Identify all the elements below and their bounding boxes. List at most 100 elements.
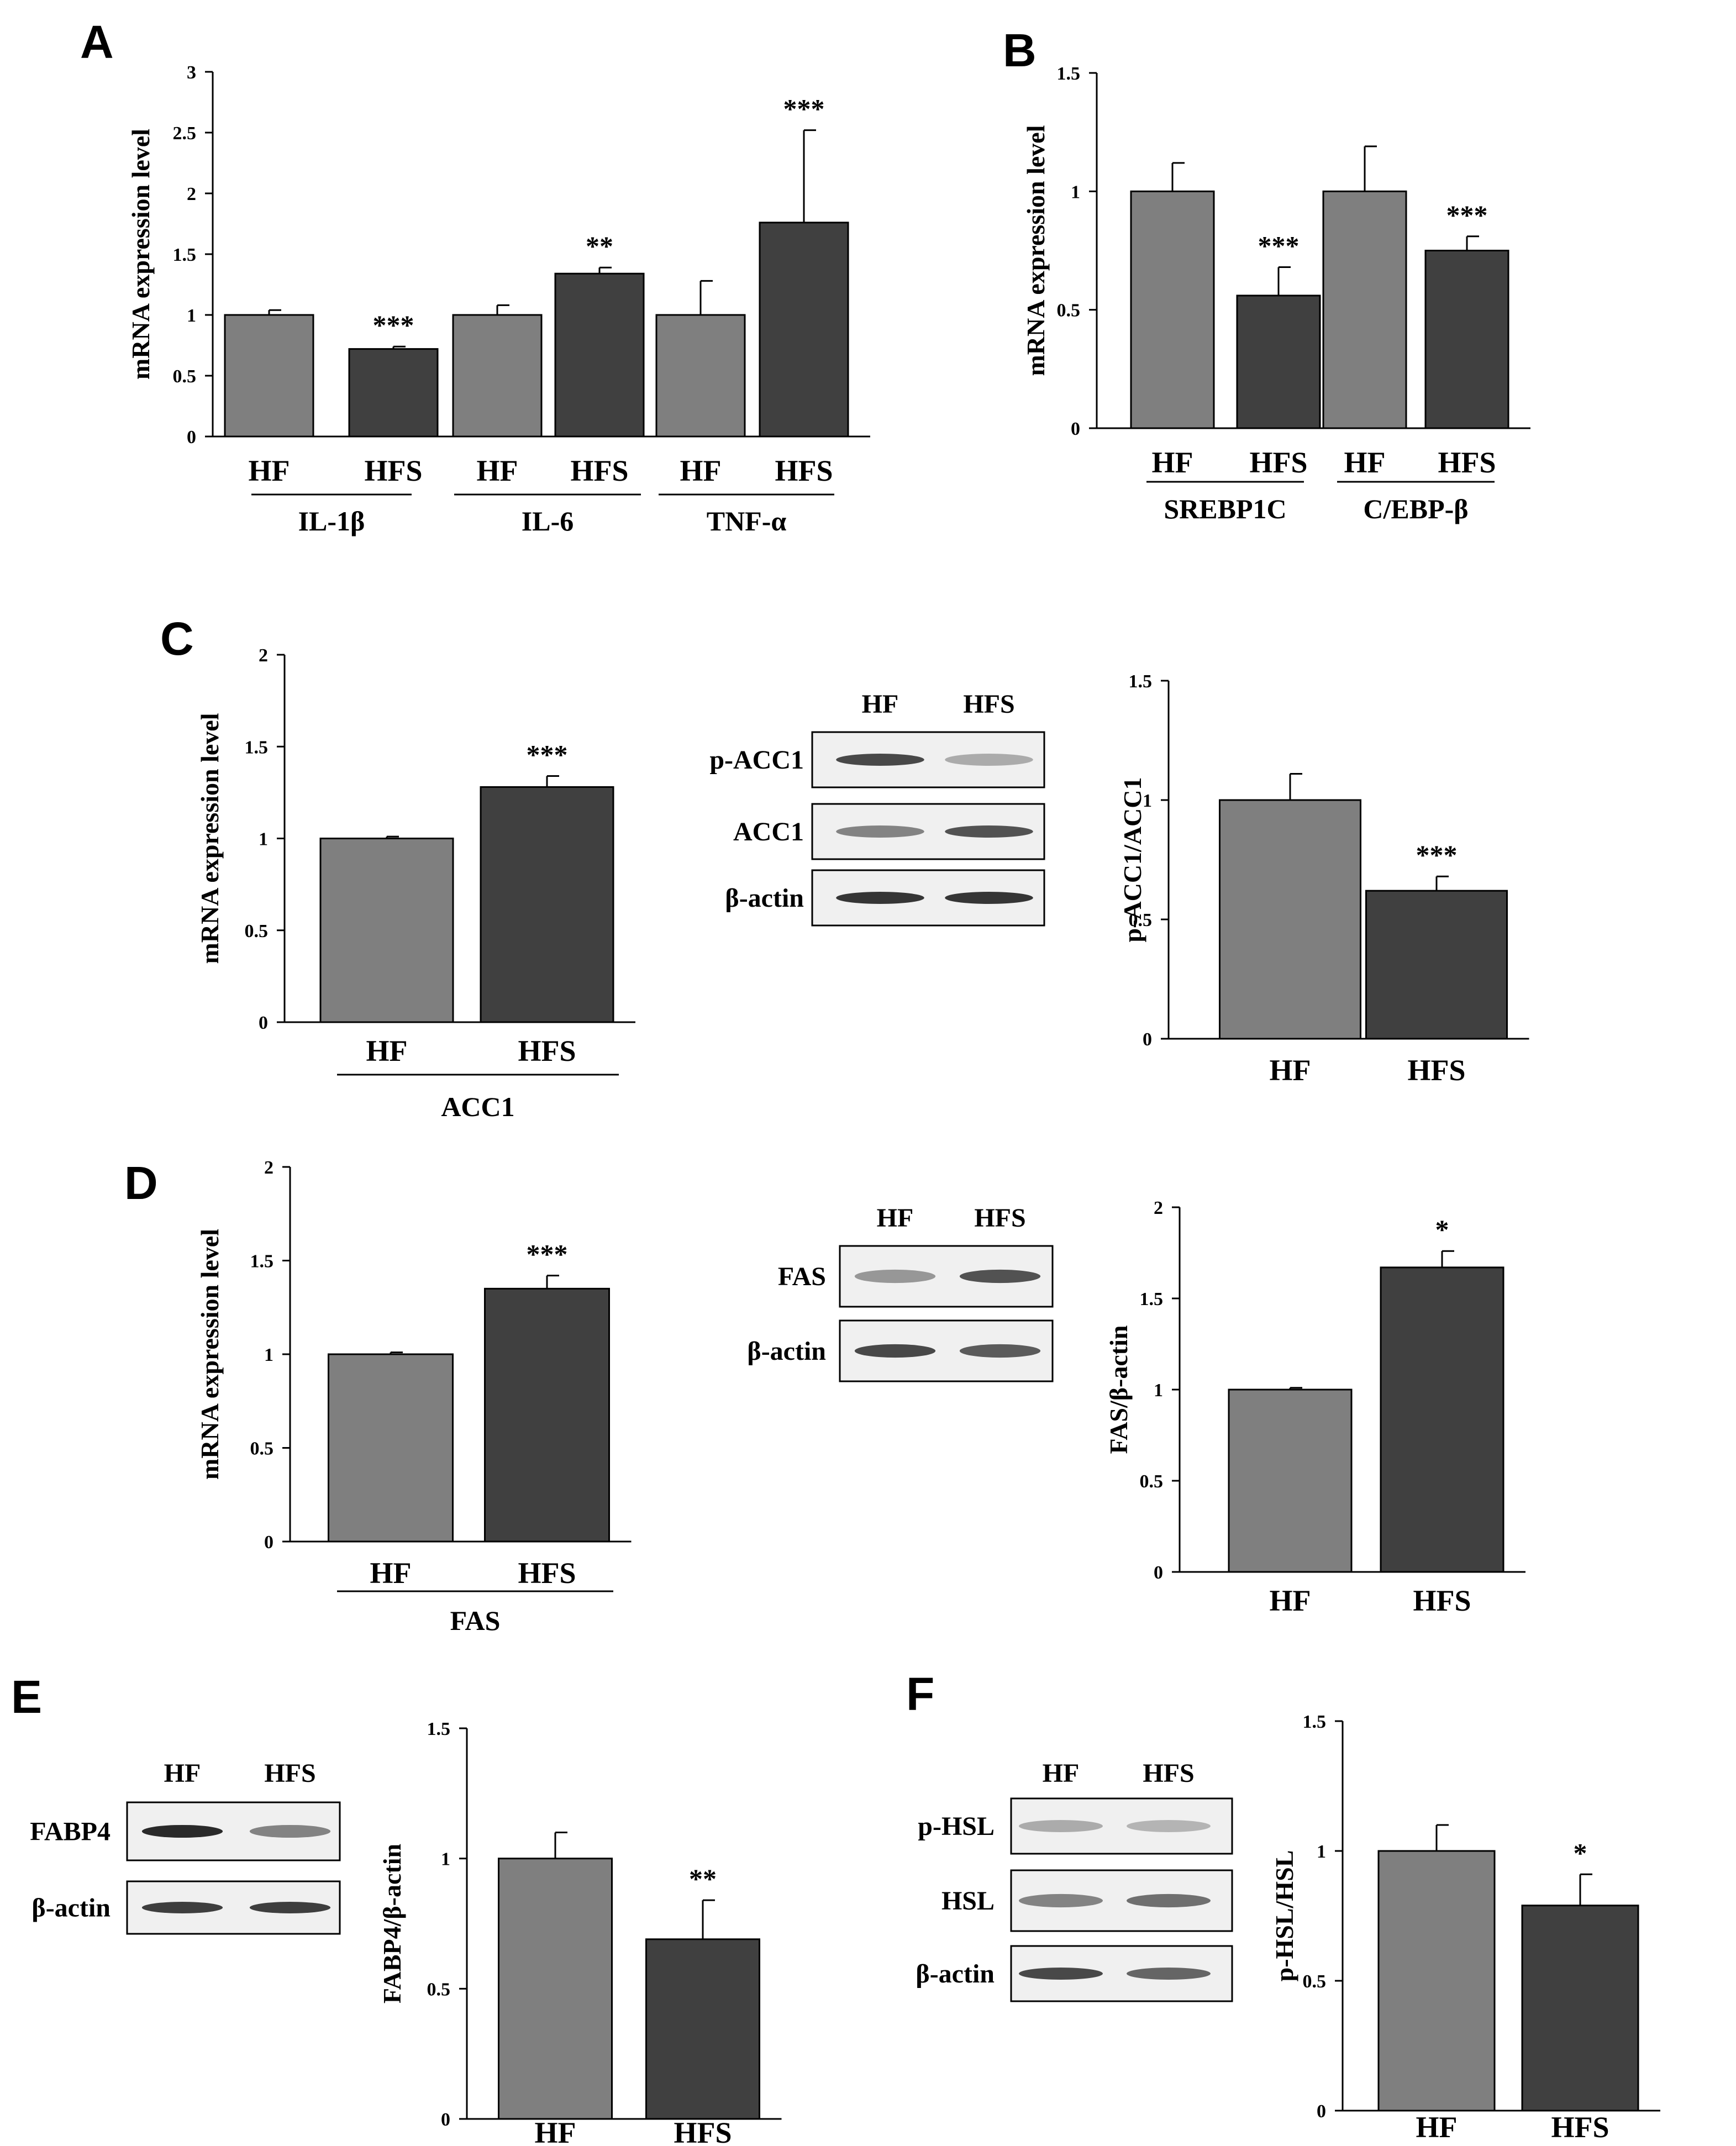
y-tick-label: 1: [1154, 1380, 1163, 1401]
bar-hf: [328, 1353, 454, 1543]
y-tick-label: 0: [1154, 1563, 1163, 1583]
blot-band: [141, 1824, 223, 1838]
significance-marker: **: [586, 230, 613, 261]
y-tick-label: 2.5: [173, 123, 197, 144]
y-tick-label: 1.5: [1129, 671, 1153, 692]
y-tick-label: 1: [1143, 791, 1152, 811]
bar-hfs: [1424, 250, 1509, 429]
category-label: HFS: [775, 454, 833, 487]
lane-label: HFS: [264, 1759, 315, 1788]
category-label: HF: [680, 454, 722, 487]
blot-row-label: β-actin: [916, 1959, 995, 1989]
blot-d: HF HFS FAS β-actin: [747, 1203, 1054, 1382]
blot-c: HF HFS p-ACC1 ACC1 β-actin: [709, 690, 1045, 927]
group-label: SREBP1C: [1164, 493, 1286, 524]
chart-f: 0 0.5 1 1.5 p-HSL/HSL HF * HFS: [1270, 1712, 1660, 2144]
y-tick-label: 0.5: [1057, 301, 1081, 321]
significance-marker: ***: [1416, 839, 1458, 870]
y-tick-label: 1: [1317, 1842, 1326, 1862]
blot-band: [945, 892, 1033, 904]
chart-c1: 0 0.5 1 1.5 2 mRNA expression level HF *** HFSAC…: [196, 645, 635, 1122]
significance-marker: *: [1435, 1214, 1449, 1245]
bar-hfs: [1365, 890, 1508, 1040]
y-axis-label: mRNA expression level: [1022, 125, 1050, 376]
category-label: HF: [370, 1556, 412, 1590]
y-tick-label: 0: [1071, 419, 1080, 439]
y-tick-label: 1.5: [1303, 1712, 1327, 1732]
category-label: HFS: [1407, 1054, 1465, 1087]
bar-hfs: [554, 272, 645, 438]
lane-label: HF: [164, 1759, 201, 1788]
panel-label-c: C: [160, 613, 194, 665]
panel-label-e: E: [11, 1671, 42, 1723]
blot-row-label: p-HSL: [918, 1812, 995, 1841]
bar-hfs: [645, 1938, 760, 2120]
blot-band: [945, 754, 1033, 766]
category-label: HF: [535, 2116, 576, 2146]
blot-f: HF HFS p-HSL HSL β-actin: [916, 1759, 1233, 2002]
y-tick-label: 2: [1154, 1198, 1163, 1218]
blot-band: [959, 1344, 1041, 1358]
panel-label-b: B: [1003, 24, 1037, 76]
y-axis-label: mRNA expression level: [196, 1229, 224, 1480]
blot-row-label: FABP4: [30, 1817, 111, 1847]
chart-d2: 0 0.5 1 1.5 2 FAS/β-actin HF * HFS: [1104, 1198, 1525, 1617]
blot-row-label: ACC1: [733, 817, 804, 846]
y-axis-label: FABP4/β-actin: [378, 1844, 406, 2003]
bar-hfs: [759, 222, 849, 438]
y-tick-label: 0.5: [1140, 1471, 1164, 1492]
bar-hf: [319, 838, 454, 1023]
y-tick-label: 2: [264, 1158, 273, 1178]
bar-hfs: [484, 1287, 610, 1543]
blot-band: [854, 1269, 936, 1284]
y-tick-label: 1: [1071, 182, 1080, 202]
y-tick-label: 3: [187, 62, 196, 83]
y-axis-label: p-ACC1/ACC1: [1118, 777, 1146, 943]
blot-row-label: β-actin: [31, 1893, 111, 1923]
panel-label-f: F: [906, 1668, 934, 1720]
significance-marker: ***: [373, 309, 414, 340]
category-label: HF: [1270, 1054, 1311, 1087]
category-label: HFS: [1413, 1584, 1471, 1617]
blot-row-label: FAS: [778, 1262, 826, 1291]
category-label: HF: [477, 454, 518, 487]
y-axis-label: mRNA expression level: [127, 129, 155, 380]
y-tick-label: 1: [259, 829, 268, 850]
significance-marker: ***: [527, 739, 568, 770]
y-tick-label: 0.5: [1303, 1971, 1327, 1992]
blot-row-label: β-actin: [747, 1337, 826, 1366]
blot-band: [1127, 1968, 1211, 1980]
category-label: HFS: [518, 1034, 576, 1067]
significance-marker: ***: [1258, 230, 1300, 261]
group-label: C/EBP-β: [1363, 493, 1468, 524]
bar-hf: [1219, 799, 1361, 1040]
y-tick-label: 1.5: [250, 1251, 274, 1272]
y-tick-label: 0.5: [1129, 910, 1153, 930]
significance-marker: *: [1574, 1837, 1587, 1868]
chart-d1: 0 0.5 1 1.5 2 mRNA expression level HF *** HFS FA…: [196, 1158, 632, 1636]
category-label: HFS: [570, 454, 628, 487]
blot-band: [1019, 1820, 1103, 1832]
bar-hf: [452, 314, 543, 438]
y-tick-label: 0: [264, 1532, 273, 1553]
bar-hf: [1130, 190, 1215, 429]
lane-label: HF: [862, 690, 899, 719]
y-tick-label: 0.5: [427, 1979, 451, 2000]
category-label: HF: [1344, 446, 1386, 479]
group-label: IL-1β: [298, 506, 365, 536]
blot-band: [836, 825, 924, 838]
category-label: HF: [249, 454, 290, 487]
significance-marker: ***: [783, 93, 825, 124]
lane-label: HFS: [963, 690, 1014, 719]
blot-band: [1127, 1893, 1211, 1908]
y-tick-label: 1: [441, 1849, 450, 1870]
bar-hf: [655, 314, 746, 438]
category-label: HF: [1270, 1584, 1311, 1617]
bar-hf: [1377, 1850, 1496, 2112]
category-label: HF: [1152, 446, 1193, 479]
y-tick-label: 2: [259, 645, 268, 666]
category-label: HFS: [1249, 446, 1307, 479]
significance-marker: ***: [1446, 199, 1488, 230]
